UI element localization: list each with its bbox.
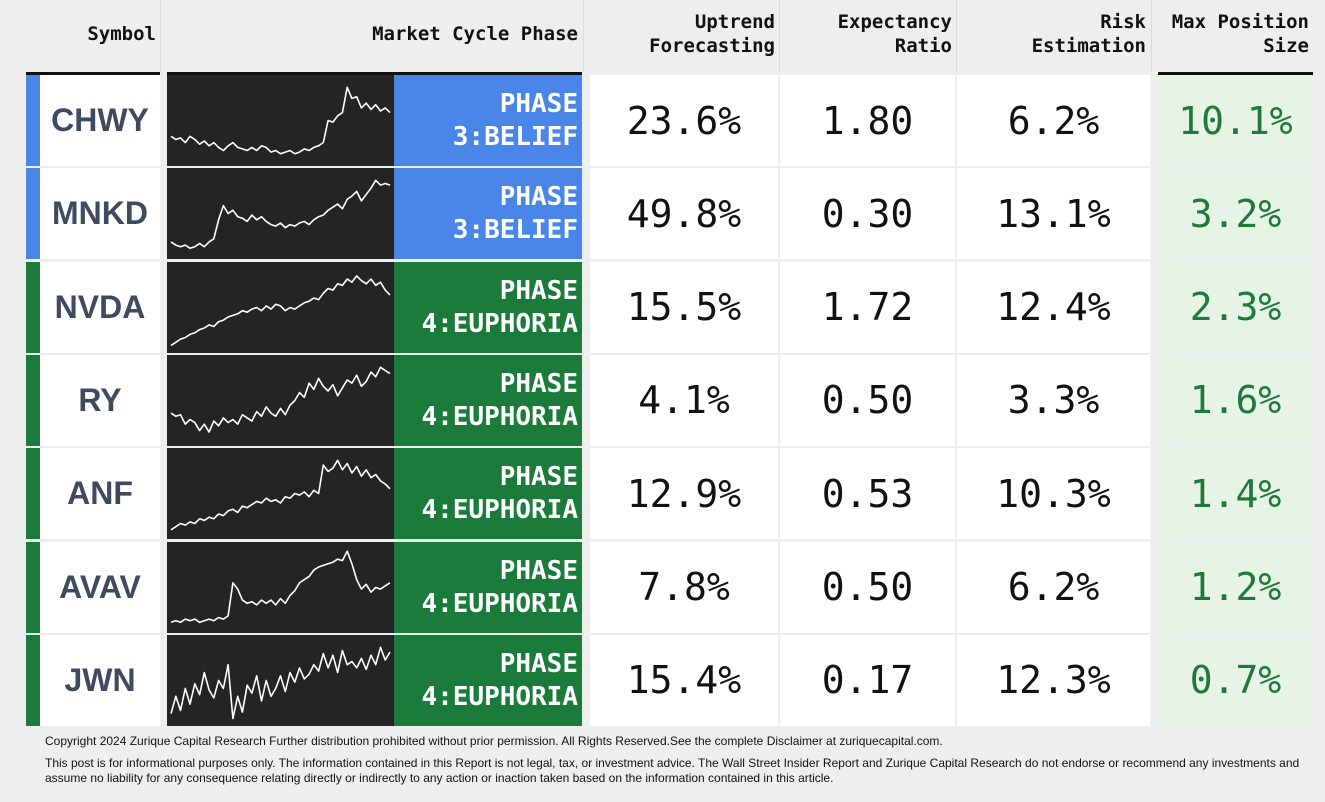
sparkline-chart [170, 179, 391, 250]
phase-cell: PHASE 4:EUPHORIA [394, 261, 582, 353]
sparkline-line [170, 646, 391, 719]
max-position-size-cell: 1.6% [1158, 354, 1313, 446]
phase-color-bar [26, 448, 40, 540]
phase-color-bar [26, 168, 40, 260]
phase-cell: PHASE 4:EUPHORIA [394, 448, 582, 540]
phase-color-bar [26, 75, 40, 166]
expectancy-ratio-cell: 0.50 [780, 541, 955, 633]
max-position-size-cell: 2.3% [1158, 261, 1313, 353]
sparkline-line [170, 549, 391, 623]
max-position-size-cell: 0.7% [1158, 634, 1313, 726]
sparkline-chart [170, 274, 391, 346]
expectancy-ratio-cell: 0.30 [780, 168, 955, 260]
symbol-cell[interactable]: RY [40, 354, 160, 446]
header-rule [26, 72, 160, 75]
table-row: CHWY PHASE 3:BELIEF 23.6% 1.80 6.2% 10.1% [0, 75, 1325, 168]
price-sparkline [167, 634, 394, 726]
symbol-cell[interactable]: JWN [40, 634, 160, 726]
header-symbol: Symbol [87, 23, 156, 45]
uptrend-forecasting-cell: 7.8% [590, 541, 778, 633]
sparkline-chart [170, 459, 391, 531]
price-sparkline [167, 261, 394, 353]
sparkline-chart [170, 549, 391, 623]
uptrend-forecasting-cell: 12.9% [590, 448, 778, 540]
phase-cell: PHASE 4:EUPHORIA [394, 634, 582, 726]
uptrend-forecasting-cell: 4.1% [590, 354, 778, 446]
uptrend-forecasting-cell: 23.6% [590, 75, 778, 166]
phase-color-bar [26, 541, 40, 633]
expectancy-ratio-cell: 1.80 [780, 75, 955, 166]
sparkline-line [170, 274, 391, 346]
table-row: AVAV PHASE 4:EUPHORIA 7.8% 0.50 6.2% 1.2% [0, 541, 1325, 635]
sparkline-line [170, 366, 391, 433]
phase-cell: PHASE 4:EUPHORIA [394, 541, 582, 633]
sparkline-chart [170, 86, 391, 155]
phase-color-bar [26, 354, 40, 446]
sparkline-line [170, 459, 391, 531]
expectancy-ratio-cell: 0.50 [780, 354, 955, 446]
price-sparkline [167, 75, 394, 166]
symbol-cell[interactable]: ANF [40, 448, 160, 540]
max-position-size-cell: 1.2% [1158, 541, 1313, 633]
sparkline-line [170, 86, 391, 155]
header-uptrend-forecasting: Uptrend Forecasting [583, 0, 779, 72]
price-sparkline [167, 448, 394, 540]
symbol-cell[interactable]: CHWY [40, 75, 160, 166]
uptrend-forecasting-cell: 15.5% [590, 261, 778, 353]
symbol-cell[interactable]: MNKD [40, 168, 160, 260]
risk-estimation-cell: 3.3% [957, 354, 1150, 446]
symbol-cell[interactable]: AVAV [40, 541, 160, 633]
header-expectancy-ratio: Expectancy Ratio [779, 0, 956, 72]
header-max-position-size: Max Position Size [1151, 0, 1313, 72]
header-market-cycle-phase: Market Cycle Phase [160, 0, 582, 72]
header-risk-estimation: Risk Estimation [956, 0, 1150, 72]
price-sparkline [167, 354, 394, 446]
max-position-size-cell: 1.4% [1158, 448, 1313, 540]
table-row: RY PHASE 4:EUPHORIA 4.1% 0.50 3.3% 1.6% [0, 354, 1325, 448]
sparkline-chart [170, 366, 391, 433]
price-sparkline [167, 541, 394, 633]
table-row: JWN PHASE 4:EUPHORIA 15.4% 0.17 12.3% 0.7% [0, 634, 1325, 728]
price-sparkline [167, 168, 394, 260]
table-row: ANF PHASE 4:EUPHORIA 12.9% 0.53 10.3% 1.4% [0, 448, 1325, 541]
phase-cell: PHASE 3:BELIEF [394, 75, 582, 166]
max-position-size-cell: 3.2% [1158, 168, 1313, 260]
risk-estimation-cell: 13.1% [957, 168, 1150, 260]
phase-cell: PHASE 3:BELIEF [394, 168, 582, 260]
risk-estimation-cell: 6.2% [957, 75, 1150, 166]
header-rule [167, 72, 582, 75]
uptrend-forecasting-cell: 15.4% [590, 634, 778, 726]
footer: Copyright 2024 Zurique Capital Research … [45, 734, 1315, 786]
sparkline-chart [170, 646, 391, 719]
symbol-cell[interactable]: NVDA [40, 261, 160, 353]
max-position-size-cell: 10.1% [1158, 75, 1313, 166]
uptrend-forecasting-cell: 49.8% [590, 168, 778, 260]
disclaimer-text: This post is for informational purposes … [45, 756, 1300, 785]
table-row: MNKD PHASE 3:BELIEF 49.8% 0.30 13.1% 3.2% [0, 168, 1325, 261]
expectancy-ratio-cell: 1.72 [780, 261, 955, 353]
table-row: NVDA PHASE 4:EUPHORIA 15.5% 1.72 12.4% 2.3% [0, 261, 1325, 355]
expectancy-ratio-cell: 0.17 [780, 634, 955, 726]
risk-estimation-cell: 12.3% [957, 634, 1150, 726]
risk-estimation-cell: 6.2% [957, 541, 1150, 633]
copyright-notice: Copyright 2024 Zurique Capital Research … [45, 734, 943, 748]
phase-color-bar [26, 634, 40, 726]
sparkline-line [170, 179, 391, 250]
header-rule [1158, 72, 1313, 75]
phase-color-bar [26, 261, 40, 353]
risk-estimation-cell: 10.3% [957, 448, 1150, 540]
phase-cell: PHASE 4:EUPHORIA [394, 354, 582, 446]
expectancy-ratio-cell: 0.53 [780, 448, 955, 540]
risk-estimation-cell: 12.4% [957, 261, 1150, 353]
